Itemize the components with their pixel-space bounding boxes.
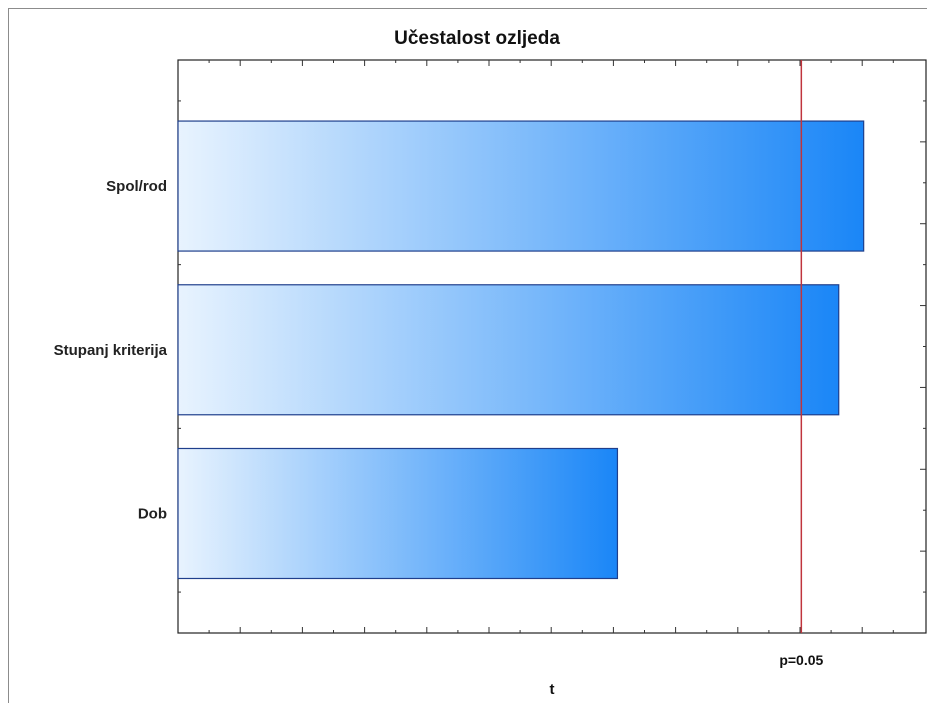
category-label: Spol/rod (106, 178, 167, 195)
x-axis-title: t (550, 681, 555, 698)
bars (177, 120, 865, 580)
chart-frame (8, 8, 927, 703)
reference-line-label: p=0.05 (779, 652, 823, 668)
category-labels: Spol/rod Stupanj kriterija Dob (54, 178, 168, 522)
chart-title: Učestalost ozljeda (394, 28, 560, 49)
bar (177, 120, 865, 252)
bar (177, 447, 619, 580)
bar (177, 284, 840, 416)
category-label: Dob (138, 505, 167, 522)
category-label: Stupanj kriterija (54, 342, 168, 359)
